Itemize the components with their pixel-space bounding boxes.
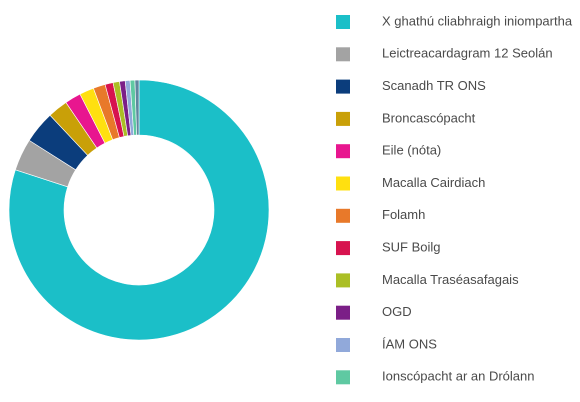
legend-label: ÍAM ONS xyxy=(382,336,437,351)
legend-label: Scanadh TR ONS xyxy=(382,78,486,93)
legend-swatch xyxy=(336,79,350,94)
legend-label: Eile (nóta) xyxy=(382,143,441,158)
legend-label: Macalla Traséasafagais xyxy=(382,272,519,287)
legend-label: Leictreacardagram 12 Seolán xyxy=(382,46,553,61)
legend-label: Ionscópacht ar an Drólann xyxy=(382,369,534,384)
legend-swatch xyxy=(336,241,350,256)
legend-swatch xyxy=(336,111,350,126)
legend-swatch xyxy=(336,208,350,223)
legend-swatch xyxy=(336,370,350,385)
legend-label: SUF Boilg xyxy=(382,240,441,255)
legend-label: X ghathú cliabhraigh iniompartha xyxy=(382,13,573,28)
legend-swatch xyxy=(336,338,350,352)
legend-label: Folamh xyxy=(382,207,425,222)
legend-swatch xyxy=(336,47,350,62)
donut-slice xyxy=(8,79,270,341)
legend-swatch xyxy=(336,15,350,29)
legend-swatch xyxy=(336,176,350,191)
legend-swatch xyxy=(336,144,350,159)
legend-swatch xyxy=(336,273,350,288)
legend-label: OGD xyxy=(382,304,412,319)
donut-slice xyxy=(134,79,140,136)
legend-label: Macalla Cairdiach xyxy=(382,175,485,190)
legend-label: Broncascópacht xyxy=(382,110,476,125)
legend-swatch xyxy=(336,305,350,320)
